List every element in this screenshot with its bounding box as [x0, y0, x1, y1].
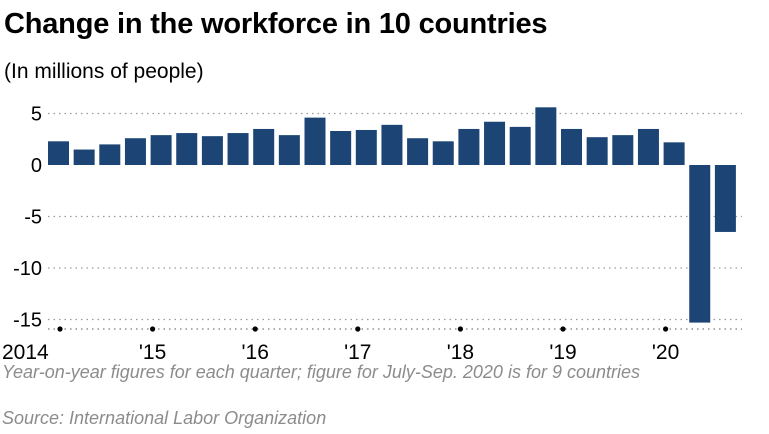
bar-2019-q4 — [637, 128, 659, 165]
bar-2015-q2 — [176, 133, 198, 165]
bars — [48, 107, 736, 323]
y-tick-label: -15 — [13, 310, 42, 332]
x-tick-mark — [560, 326, 566, 332]
x-axis: 2014 '15 '16 '17 '18 '19 '20 — [2, 326, 742, 362]
bar-2014-q2 — [73, 149, 95, 165]
bar-2018-q2 — [484, 121, 506, 165]
bar-2020-q1 — [663, 142, 685, 165]
y-tick-label: -5 — [24, 207, 42, 229]
bar-2014-q4 — [124, 138, 146, 165]
bar-2018-q4 — [535, 107, 557, 165]
bar-2017-q1 — [355, 129, 377, 165]
x-tick-label: '16 — [242, 341, 269, 362]
x-tick-label: '15 — [139, 341, 166, 362]
chart-title: Change in the workforce in 10 countries — [4, 8, 548, 40]
x-tick-mark — [57, 326, 63, 332]
bar-2016-q4 — [330, 131, 352, 165]
bar-2016-q3 — [304, 117, 326, 165]
bar-2016-q1 — [253, 128, 275, 165]
bar-2017-q3 — [407, 138, 429, 165]
bar-2020-q3 — [714, 165, 736, 232]
chart-source: Source: International Labor Organization — [2, 408, 327, 428]
bar-2017-q4 — [432, 141, 454, 165]
gridlines — [48, 112, 742, 321]
y-tick-label: 5 — [31, 104, 42, 126]
bar-2016-q2 — [278, 135, 300, 165]
bar-2018-q3 — [509, 126, 531, 165]
bar-2017-q2 — [381, 124, 403, 165]
x-tick-mark — [252, 326, 258, 332]
chart-subtitle: (In millions of people) — [4, 60, 204, 83]
bar-chart: 5 0 -5 -10 -15 2014 '15 '16 '17 '18 '19 '20 — [2, 104, 742, 362]
y-axis-labels: 5 0 -5 -10 -15 — [13, 104, 42, 332]
x-tick-mark — [355, 326, 361, 332]
bar-2015-q4 — [227, 133, 249, 165]
y-tick-label: 0 — [31, 155, 42, 177]
x-tick-label: '18 — [447, 341, 474, 362]
x-tick-label: '19 — [549, 341, 576, 362]
x-tick-mark — [457, 326, 463, 332]
bar-2014-q1 — [48, 141, 69, 165]
x-tick-label: '17 — [344, 341, 371, 362]
x-tick-mark — [663, 326, 669, 332]
y-tick-label: -10 — [13, 258, 42, 280]
bar-2019-q1 — [561, 128, 582, 165]
x-tick-label: 2014 — [2, 341, 49, 362]
x-tick-label: '20 — [652, 341, 679, 362]
bar-2018-q1 — [458, 128, 480, 165]
bar-2014-q3 — [99, 144, 121, 165]
chart-note: Year-on-year figures for each quarter; f… — [2, 362, 640, 382]
bar-2015-q1 — [150, 135, 172, 165]
bar-2019-q3 — [612, 135, 634, 165]
bar-2020-q2 — [689, 165, 711, 323]
bar-2019-q2 — [586, 137, 608, 165]
x-tick-mark — [150, 326, 156, 332]
bar-2015-q3 — [201, 136, 223, 165]
